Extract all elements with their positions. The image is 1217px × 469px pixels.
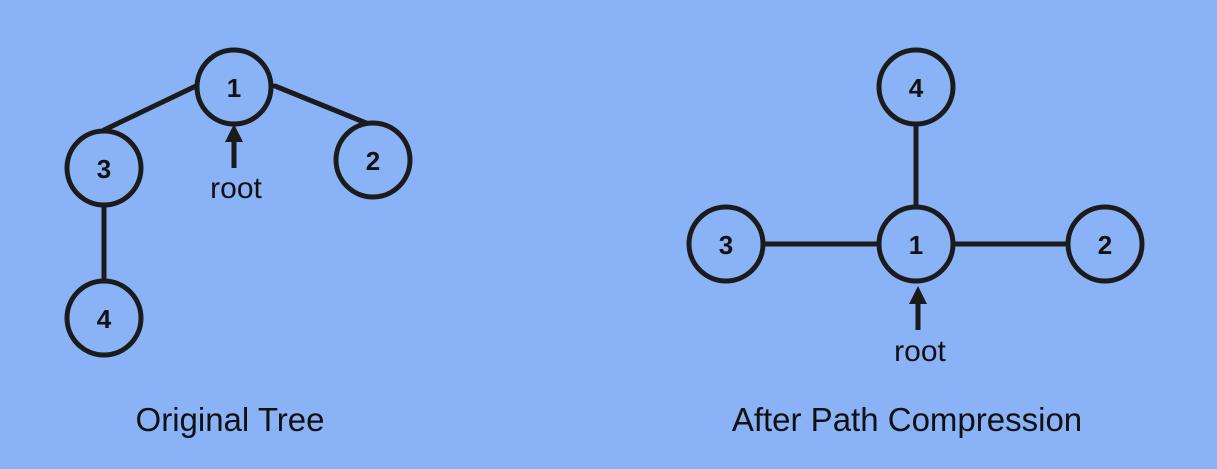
compressed-root-label: root	[894, 335, 946, 368]
compressed-tree-caption: After Path Compression	[732, 401, 1082, 438]
original-node-4-label: 4	[97, 304, 112, 334]
original-tree: 1 2 3 4 root Original Tree	[64, 47, 413, 438]
compressed-node-1-label: 1	[909, 230, 923, 260]
compressed-tree: 1 2 3 4 root After Path Compression	[686, 47, 1145, 438]
original-edge-1-3	[101, 83, 199, 133]
original-root-arrow-head	[225, 124, 243, 142]
compressed-node-2: 2	[1065, 204, 1145, 284]
original-node-2-label: 2	[366, 146, 380, 176]
compressed-node-2-label: 2	[1098, 230, 1112, 260]
compressed-node-3-label: 3	[719, 230, 733, 260]
compressed-node-1: 1	[876, 204, 956, 284]
original-root-label: root	[210, 172, 262, 205]
compressed-root-arrow-head	[909, 286, 927, 304]
compressed-node-4: 4	[876, 47, 956, 127]
original-tree-caption: Original Tree	[136, 401, 325, 438]
original-node-3-label: 3	[97, 154, 111, 184]
original-edge-1-2	[272, 83, 379, 130]
compressed-node-3: 3	[686, 204, 766, 284]
original-node-1: 1	[194, 47, 274, 127]
original-node-3: 3	[64, 128, 144, 208]
compressed-node-4-label: 4	[909, 73, 924, 103]
original-node-2: 2	[333, 120, 413, 200]
original-node-4: 4	[64, 278, 144, 358]
original-node-1-label: 1	[227, 73, 241, 103]
original-root-pointer: root	[210, 124, 263, 205]
compressed-root-pointer: root	[894, 286, 947, 368]
